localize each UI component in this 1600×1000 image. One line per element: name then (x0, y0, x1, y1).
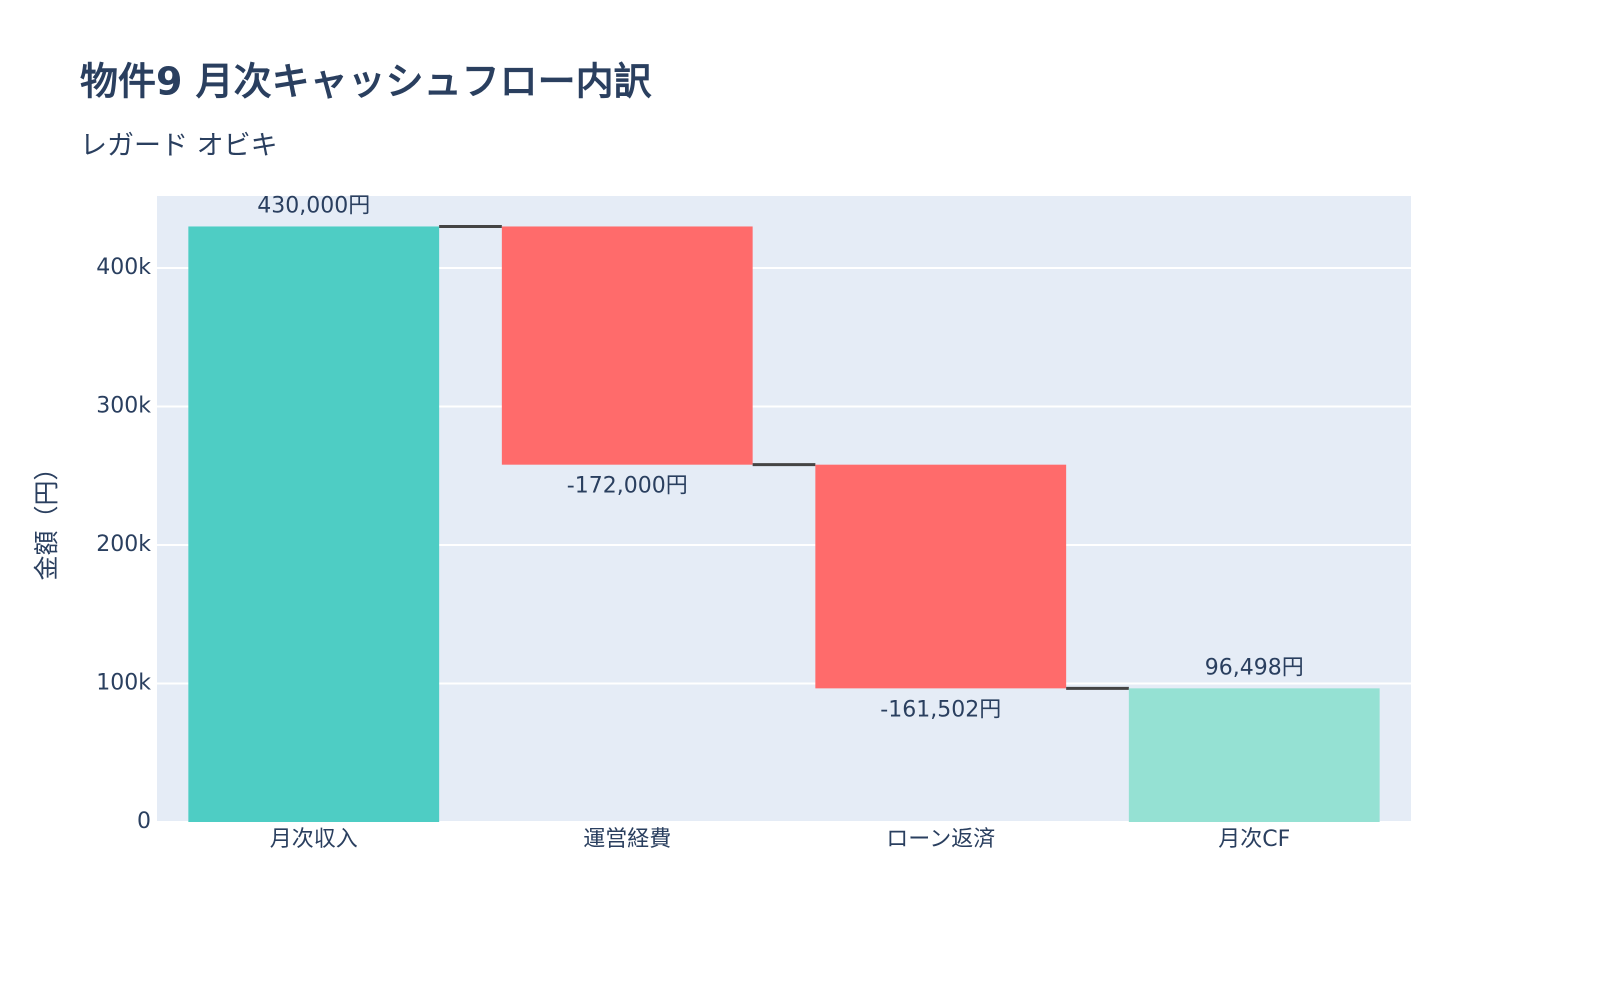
bar (501, 226, 753, 465)
bar (188, 226, 440, 823)
value-label: 96,498円 (1205, 655, 1304, 680)
y-tick-label: 400k (96, 255, 151, 280)
value-label: -172,000円 (567, 474, 688, 499)
bar (815, 464, 1067, 689)
y-axis-title: 金額（円） (32, 455, 61, 580)
y-tick-label: 0 (137, 809, 151, 834)
x-tick-label: 運営経費 (583, 827, 671, 852)
x-tick-label: 月次CF (1218, 827, 1290, 852)
value-label: 430,000円 (257, 193, 370, 218)
x-tick-label: ローン返済 (886, 827, 995, 852)
value-label: -161,502円 (880, 697, 1001, 722)
chart-subtitle: レガード オビキ (80, 131, 278, 162)
chart-title: 物件9 月次キャッシュフロー内訳 (80, 60, 652, 104)
y-tick-label: 200k (96, 532, 151, 557)
y-tick-label: 300k (96, 394, 151, 419)
y-tick-label: 100k (96, 671, 151, 696)
bar (1128, 688, 1380, 822)
x-tick-label: 月次収入 (270, 827, 358, 852)
